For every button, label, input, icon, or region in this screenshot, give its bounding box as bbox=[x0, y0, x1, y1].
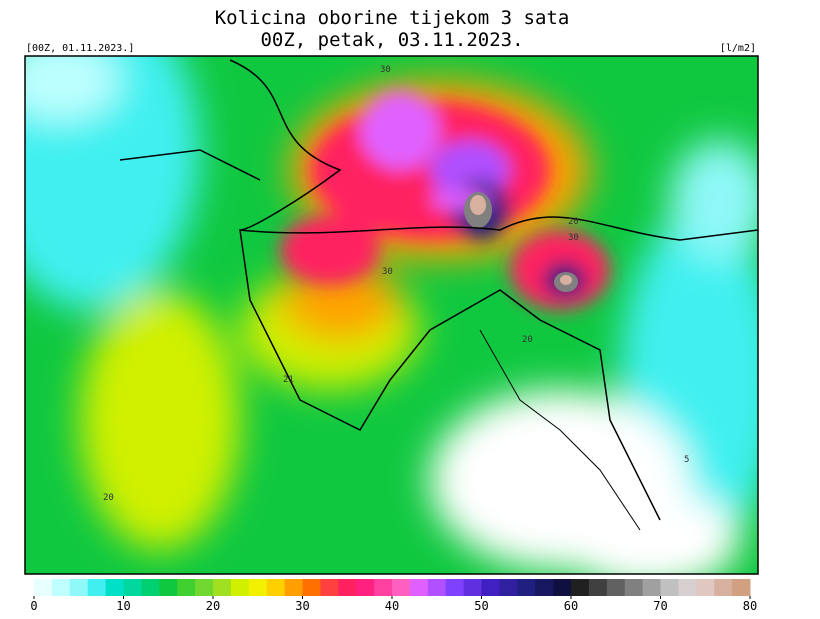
precip-field: 30 30 30 20 20 21 20 5 bbox=[25, 56, 758, 574]
colorbar-swatch bbox=[374, 579, 393, 596]
colorbar-swatch bbox=[678, 579, 697, 596]
title: Kolicina oborine tijekom 3 sata bbox=[215, 7, 570, 29]
colorbar-swatch bbox=[87, 579, 107, 596]
colorbar-tick-label: 20 bbox=[206, 599, 220, 613]
colorbar-swatch bbox=[660, 579, 679, 596]
colorbar: 0 10 20 30 40 50 60 70 80 bbox=[30, 579, 757, 613]
colorbar-swatch bbox=[356, 579, 375, 596]
colorbar-swatch bbox=[284, 579, 303, 596]
colorbar-swatch bbox=[732, 579, 751, 596]
contour-label: 30 bbox=[380, 65, 391, 75]
colorbar-swatch bbox=[248, 579, 268, 596]
colorbar-swatch bbox=[427, 579, 447, 596]
colorbar-tick-label: 10 bbox=[116, 599, 130, 613]
colorbar-swatch bbox=[69, 579, 89, 596]
colorbar-swatch bbox=[320, 579, 339, 596]
colorbar-swatch bbox=[535, 579, 554, 596]
run-label: [00Z, 01.11.2023.] bbox=[26, 43, 134, 54]
colorbar-swatch bbox=[266, 579, 286, 596]
contour-label: 30 bbox=[382, 267, 393, 277]
colorbar-swatch bbox=[177, 579, 196, 596]
colorbar-swatch bbox=[195, 579, 214, 596]
colorbar-swatch bbox=[445, 579, 465, 596]
subtitle: 00Z, petak, 03.11.2023. bbox=[260, 29, 523, 51]
colorbar-swatch bbox=[409, 579, 429, 596]
colorbar-swatch bbox=[51, 579, 71, 596]
colorbar-swatch bbox=[392, 579, 411, 596]
colorbar-tick-label: 70 bbox=[653, 599, 667, 613]
colorbar-swatch bbox=[338, 579, 357, 596]
colorbar-swatch bbox=[606, 579, 626, 596]
colorbar-tick-label: 40 bbox=[385, 599, 399, 613]
colorbar-tick-label: 60 bbox=[564, 599, 578, 613]
contour-label: 5 bbox=[684, 455, 689, 465]
contour-label: 20 bbox=[568, 217, 579, 227]
colorbar-swatch bbox=[159, 579, 178, 596]
colorbar-swatch bbox=[624, 579, 644, 596]
colorbar-tick-label: 30 bbox=[295, 599, 309, 613]
contour-label: 20 bbox=[103, 493, 114, 503]
colorbar-swatch bbox=[714, 579, 733, 596]
colorbar-swatch bbox=[588, 579, 608, 596]
contour-label: 20 bbox=[522, 335, 533, 345]
colorbar-swatch bbox=[553, 579, 572, 596]
colorbar-swatch bbox=[141, 579, 160, 596]
colorbar-tick-label: 50 bbox=[474, 599, 488, 613]
map-frame bbox=[24, 55, 759, 575]
colorbar-swatch bbox=[481, 579, 500, 596]
colorbar-tick-label: 0 bbox=[30, 599, 37, 613]
colorbar-swatch bbox=[34, 579, 53, 596]
colorbar-swatch bbox=[463, 579, 482, 596]
colorbar-swatch bbox=[642, 579, 661, 596]
colorbar-swatch bbox=[230, 579, 250, 596]
colorbar-swatch bbox=[517, 579, 536, 596]
colorbar-swatch bbox=[123, 579, 142, 596]
colorbar-swatch bbox=[302, 579, 321, 596]
colorbar-swatch bbox=[499, 579, 518, 596]
colorbar-tick-label: 80 bbox=[743, 599, 757, 613]
contour-label: 21 bbox=[283, 375, 294, 385]
unit-label: [l/m2] bbox=[720, 43, 756, 54]
contour-label: 30 bbox=[568, 233, 579, 243]
colorbar-swatch bbox=[213, 579, 232, 596]
colorbar-swatch bbox=[571, 579, 590, 596]
colorbar-swatch bbox=[696, 579, 715, 596]
colorbar-swatch bbox=[105, 579, 124, 596]
